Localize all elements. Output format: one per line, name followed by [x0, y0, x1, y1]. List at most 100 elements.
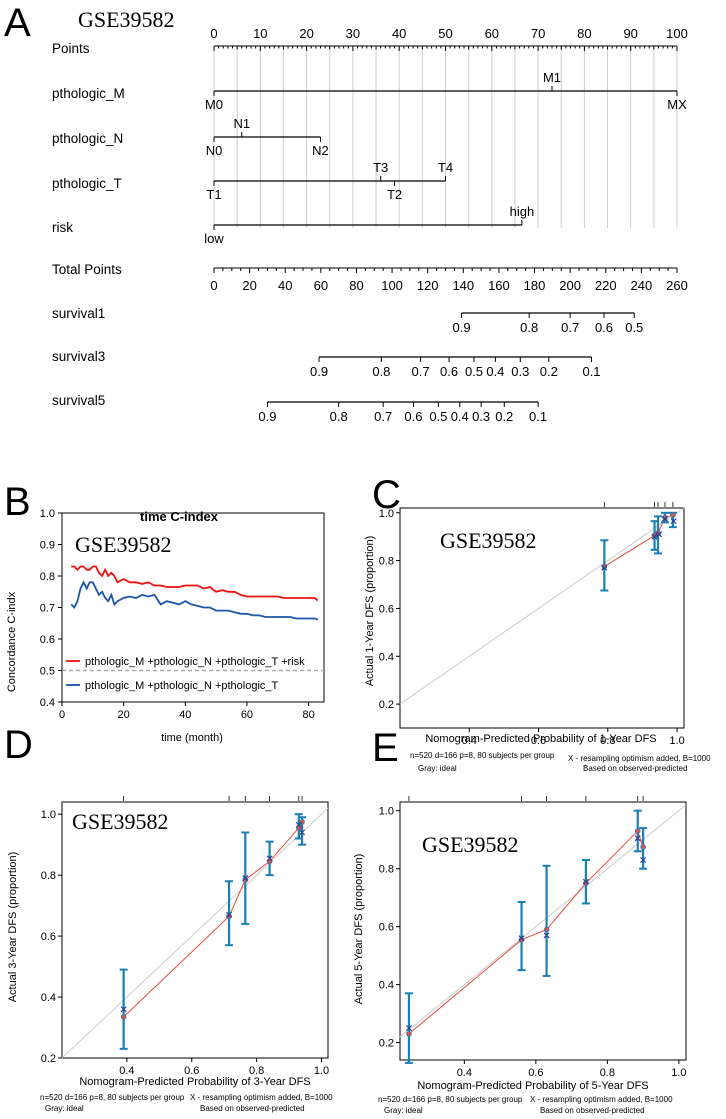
- calib3-ideal-line: [61, 807, 329, 1059]
- cindex-ytick-label: 0.6: [40, 634, 55, 646]
- calib3-foot-left2: Gray: ideal: [45, 1104, 84, 1113]
- calib1-xlabel: Nomogram-Predicted Probability of 1-Year…: [425, 733, 656, 745]
- cindex-xtick-label: 80: [302, 709, 314, 721]
- calib1-ytick-label: 0.2: [379, 699, 394, 711]
- calib1-ylabel: Actual 1-Year DFS (proportion): [364, 536, 376, 687]
- calib1-foot-left2: Gray: ideal: [418, 764, 457, 773]
- cindex-ytick-label: 0.8: [40, 571, 55, 583]
- total-points-tick-label: 60: [314, 278, 328, 293]
- calib5-foot-left: n=520 d=166 p=8, 80 subjects per group: [378, 1095, 523, 1104]
- survival-tick-label: 0.2: [495, 409, 513, 424]
- calib5-xtick-label: 0.4: [457, 1067, 472, 1079]
- calib5-corrected-marker: [543, 932, 550, 939]
- calib1-corrected-marker: [670, 518, 677, 525]
- var-label-t: pthologic_T: [52, 176, 122, 191]
- calib5-ytick-label: 0.4: [379, 980, 394, 992]
- calib3-corrected-marker: [242, 875, 249, 882]
- variable-level-label: N0: [206, 143, 223, 158]
- calib3-xtick-label: 1.0: [314, 1065, 329, 1077]
- variable-level-label: M1: [543, 70, 561, 85]
- total-points-tick-label: 100: [381, 278, 403, 293]
- calib1-ytick-label: 1.0: [379, 508, 394, 520]
- cindex-ytick-label: 0.4: [40, 697, 55, 709]
- calib5-xtick-label: 1.0: [671, 1067, 686, 1079]
- calib5-observed-point: [406, 1031, 412, 1037]
- panel-letter-b: B: [4, 480, 31, 524]
- calib3-observed-point: [120, 1014, 127, 1020]
- total-points-tick-label: 120: [417, 278, 439, 293]
- survival-tick-label: 0.5: [429, 409, 447, 424]
- calib3-ytick-label: 0.4: [41, 992, 56, 1004]
- calib3-plot-frame: [61, 801, 329, 1059]
- points-tick-label: 20: [299, 26, 313, 41]
- survival-tick-label: 0.6: [595, 320, 613, 335]
- cindex-xtick-label: 20: [118, 709, 130, 721]
- calib1-gse: GSE39582: [440, 528, 537, 553]
- total-points-tick-label: 260: [666, 278, 688, 293]
- var-label-risk: risk: [52, 220, 73, 235]
- calib5-corrected-marker: [405, 1025, 412, 1032]
- legend-label-base: pthologic_M +pthologic_N +pthologic_T: [85, 680, 279, 692]
- calib1-foot-right: X - resampling optimism added, B=1000: [568, 754, 711, 763]
- calib1-xtick-label: 0.6: [531, 735, 546, 747]
- survival1-label: survival1: [52, 306, 105, 321]
- calib5-xtick-label: 0.8: [600, 1067, 615, 1079]
- panel-letter-d: D: [4, 723, 33, 767]
- points-tick-label: 70: [531, 26, 545, 41]
- total-points-tick-label: 160: [488, 278, 510, 293]
- calib5-foot-left2: Gray: ideal: [384, 1106, 423, 1115]
- survival-tick-label: 0.5: [465, 364, 483, 379]
- survival-tick-label: 0.8: [330, 409, 348, 424]
- total-points-tick-label: 180: [524, 278, 546, 293]
- calib3-observed-point: [226, 913, 232, 920]
- survival-tick-label: 0.7: [412, 364, 430, 379]
- total-points-tick-label: 220: [595, 278, 617, 293]
- calib3-corrected-marker: [266, 855, 273, 862]
- cindex-xtick-label: 60: [241, 709, 253, 721]
- calib1-ytick-label: 0.4: [379, 651, 394, 663]
- total-points-tick-label: 140: [452, 278, 474, 293]
- survival-tick-label: 0.4: [451, 409, 469, 424]
- calib3-ylabel: Actual 3-Year DFS (proportion): [7, 852, 19, 1003]
- panel-letter-c: C: [372, 473, 401, 517]
- points-tick-label: 100: [666, 26, 688, 41]
- calib3-ytick-label: 0.2: [41, 1053, 56, 1065]
- cindex-ytick-label: 0.9: [40, 540, 55, 552]
- cindex-ytick-label: 0.5: [40, 666, 55, 678]
- calib1-ideal-line: [399, 507, 685, 705]
- calib5-corrected-marker: [640, 856, 647, 864]
- legend-label-risk: pthologic_M +pthologic_N +pthologic_T +r…: [85, 656, 305, 668]
- calib3-gse: GSE39582: [72, 809, 169, 834]
- survival-tick-label: 0.7: [374, 409, 392, 424]
- cindex-ytick-label: 0.7: [40, 603, 55, 615]
- calib5-ytick-label: 1.0: [379, 806, 394, 818]
- variable-level-label: N2: [312, 143, 329, 158]
- points-tick-label: 30: [346, 26, 360, 41]
- cindex-series-risk: [71, 565, 319, 602]
- variable-level-label: T4: [438, 160, 453, 175]
- survival-tick-label: 0.8: [372, 364, 390, 379]
- calib1-ytick-label: 0.6: [379, 603, 394, 615]
- calib5-xlabel: Nomogram-Predicted Probability of 5-Year…: [417, 1080, 648, 1092]
- calib5-observed-line: [408, 830, 644, 1035]
- calib3-observed-point: [242, 876, 249, 883]
- calib1-ytick-label: 0.8: [379, 556, 394, 568]
- points-tick-label: 90: [623, 26, 637, 41]
- cindex-gse: GSE39582: [75, 532, 172, 557]
- cindex-xtick-label: 40: [179, 709, 191, 721]
- calib1-corrected-marker: [656, 531, 663, 538]
- total-points-label: Total Points: [52, 262, 122, 277]
- calib3-xlabel: Nomogram-Predicted Probability of 3-Year…: [79, 1076, 310, 1088]
- total-points-tick-label: 240: [631, 278, 653, 293]
- total-points-tick-label: 40: [278, 278, 292, 293]
- total-points-tick-label: 200: [559, 278, 581, 293]
- calib5-observed-point: [634, 828, 641, 834]
- calib3-foot-right: X - resampling optimism added, B=1000: [190, 1093, 333, 1102]
- calib1-xtick-label: 1.0: [669, 735, 684, 747]
- calib3-corrected-marker: [226, 911, 233, 918]
- calib1-observed-point: [662, 514, 668, 521]
- calib5-xtick-label: 0.6: [528, 1067, 543, 1079]
- calib3-ytick-label: 1.0: [41, 809, 56, 821]
- variable-level-label: T2: [387, 187, 402, 202]
